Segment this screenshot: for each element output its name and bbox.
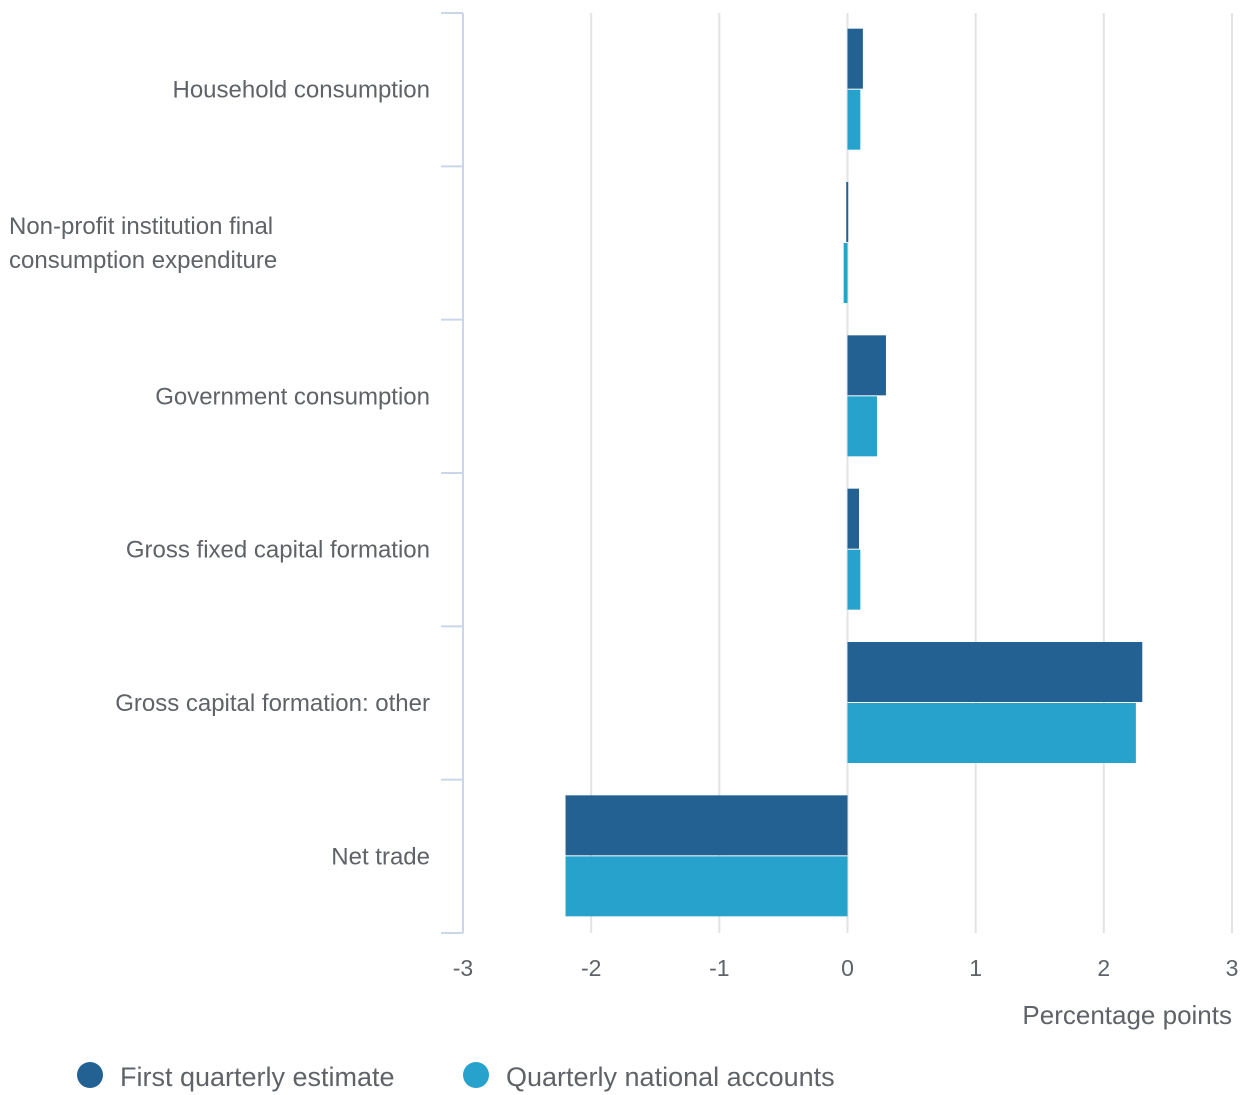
category-axis <box>441 12 464 934</box>
bar <box>847 396 877 457</box>
category-label: Household consumption <box>173 77 431 104</box>
bar <box>565 856 848 917</box>
legend: First quarterly estimate Quarterly nation… <box>77 1062 835 1092</box>
bar <box>847 28 863 89</box>
legend-marker <box>77 1062 103 1088</box>
legend-marker <box>463 1062 489 1088</box>
bar <box>847 703 1136 763</box>
bar <box>846 182 849 242</box>
bar <box>565 795 848 856</box>
category-label: Non-profit institution final consumption … <box>9 213 277 274</box>
gridlines <box>590 13 1233 933</box>
bars <box>565 28 1143 917</box>
category-label: Net trade <box>331 843 430 870</box>
bar <box>847 642 1143 702</box>
x-tick-label: 1 <box>969 955 982 981</box>
x-tick-label: 0 <box>841 955 854 981</box>
bar <box>847 549 861 610</box>
x-axis-title: Percentage points <box>1022 1000 1232 1030</box>
category-label: Government consumption <box>155 383 430 410</box>
legend-item-label: First quarterly estimate <box>120 1062 395 1092</box>
x-tick-label: -3 <box>453 955 473 981</box>
x-tick-labels: -3 -2 -1 0 1 2 3 <box>453 955 1239 981</box>
category-label: Gross fixed capital formation <box>126 537 430 564</box>
x-tick-label: -2 <box>581 955 601 981</box>
category-label: Gross capital formation: other <box>115 690 430 717</box>
x-tick-label: -1 <box>709 955 729 981</box>
bar <box>847 89 861 150</box>
x-tick-label: 3 <box>1226 955 1239 981</box>
legend-item-label: Quarterly national accounts <box>506 1062 835 1092</box>
bar <box>847 488 860 549</box>
category-labels: Household consumption Non-profit institut… <box>9 77 430 871</box>
x-tick-label: 2 <box>1097 955 1110 981</box>
bar <box>847 335 886 396</box>
bar <box>843 243 848 303</box>
